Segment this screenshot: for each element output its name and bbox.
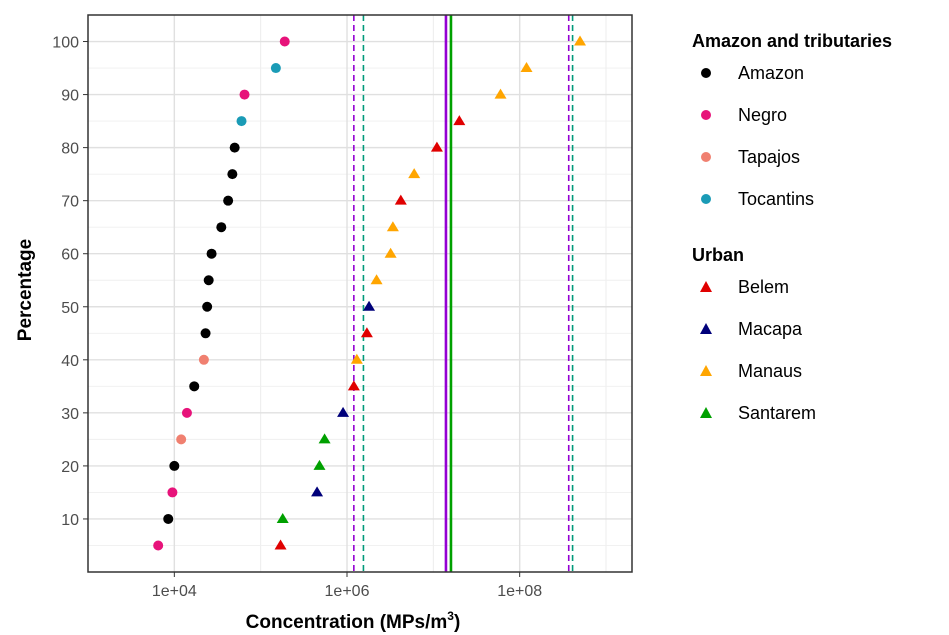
circle-marker-icon (701, 194, 711, 204)
point-negro (167, 487, 177, 497)
triangle-marker-icon (700, 407, 712, 418)
triangle-point-santarem (313, 460, 325, 470)
legend-key-tapajos (692, 147, 722, 167)
triangle-point-manaus (574, 36, 586, 46)
point-amazon (216, 222, 226, 232)
y-tick-label: 60 (61, 247, 79, 264)
x-axis-title-main: Concentration (MPs/m (246, 612, 448, 633)
triangle-point-macapa (311, 486, 323, 496)
legend-key-tocantins (692, 189, 722, 209)
legend-label-manaus: Manaus (738, 361, 802, 382)
triangle-marker-icon (700, 365, 712, 376)
point-amazon (163, 514, 173, 524)
point-amazon (201, 328, 211, 338)
y-tick-label: 90 (61, 88, 79, 105)
triangle-point-belem (453, 115, 465, 125)
y-tick-label: 20 (61, 459, 79, 476)
triangle-point-manaus (408, 168, 420, 178)
triangle-point-santarem (319, 433, 331, 443)
legend-label-tapajos: Tapajos (738, 147, 800, 168)
x-axis-title-end: ) (454, 612, 460, 633)
triangle-point-santarem (277, 513, 289, 523)
legend-item-negro: Negro (692, 94, 947, 136)
x-tick-label: 1e+08 (497, 583, 542, 600)
triangle-marker-icon (700, 281, 712, 292)
point-amazon (230, 143, 240, 153)
y-tick-label: 80 (61, 141, 79, 158)
legend-group-urban: Urban Belem Macapa Manaus Santarem (692, 244, 947, 434)
legend-label-tocantins: Tocantins (738, 189, 814, 210)
point-tapajos (199, 355, 209, 365)
y-axis-title: Percentage (15, 239, 36, 341)
x-tick-label: 1e+04 (152, 583, 197, 600)
legend-label-macapa: Macapa (738, 319, 802, 340)
triangle-point-manaus (371, 274, 383, 284)
point-negro (240, 90, 250, 100)
triangle-marker-icon (700, 323, 712, 334)
point-negro (153, 540, 163, 550)
legend-item-tocantins: Tocantins (692, 178, 947, 220)
point-amazon (202, 302, 212, 312)
legend-key-amazon (692, 63, 722, 83)
legend-spacer (692, 220, 947, 244)
legend-label-amazon: Amazon (738, 63, 804, 84)
y-tick-label: 10 (61, 512, 79, 529)
point-tocantins (237, 116, 247, 126)
y-tick-label: 30 (61, 406, 79, 423)
legend-item-tapajos: Tapajos (692, 136, 947, 178)
circle-marker-icon (701, 152, 711, 162)
triangle-point-belem (395, 195, 407, 205)
point-amazon (189, 381, 199, 391)
circle-marker-icon (701, 110, 711, 120)
data-points (153, 36, 586, 551)
triangle-point-macapa (363, 301, 375, 311)
legend-group-amazon: Amazon and tributaries Amazon Negro Tapa… (692, 30, 947, 220)
point-negro (182, 408, 192, 418)
reference-lines (354, 15, 573, 572)
point-amazon (223, 196, 233, 206)
triangle-point-belem (431, 142, 443, 152)
y-tick-label: 70 (61, 194, 79, 211)
x-tick-label: 1e+06 (325, 583, 370, 600)
y-axis-ticks: 10 20 30 40 50 60 70 80 90 100 (52, 35, 88, 529)
legend-title-urban: Urban (692, 244, 947, 266)
triangle-point-manaus (351, 354, 363, 364)
legend-label-belem: Belem (738, 277, 789, 298)
legend-key-macapa (692, 319, 722, 339)
y-tick-label: 40 (61, 353, 79, 370)
triangle-point-manaus (495, 89, 507, 99)
legend-item-macapa: Macapa (692, 308, 947, 350)
triangle-point-manaus (521, 62, 533, 72)
triangle-point-manaus (387, 221, 399, 231)
point-negro (280, 37, 290, 47)
x-axis-title: Concentration (MPs/m3) (246, 609, 461, 633)
triangle-point-belem (348, 380, 360, 390)
triangle-point-belem (275, 539, 287, 549)
legend-item-belem: Belem (692, 266, 947, 308)
legend-label-santarem: Santarem (738, 403, 816, 424)
legend-key-santarem (692, 403, 722, 423)
legend-title-amazon-tributaries: Amazon and tributaries (692, 30, 947, 52)
y-tick-label: 100 (52, 35, 79, 52)
point-tocantins (271, 63, 281, 73)
x-axis-ticks: 1e+04 1e+06 1e+08 (152, 572, 542, 600)
legend-label-negro: Negro (738, 105, 787, 126)
point-amazon (204, 275, 214, 285)
y-tick-label: 50 (61, 300, 79, 317)
circle-marker-icon (701, 68, 711, 78)
point-amazon (227, 169, 237, 179)
legend-key-negro (692, 105, 722, 125)
point-tapajos (176, 434, 186, 444)
point-amazon (207, 249, 217, 259)
triangle-point-manaus (385, 248, 397, 258)
legend: Amazon and tributaries Amazon Negro Tapa… (692, 30, 947, 434)
legend-item-santarem: Santarem (692, 392, 947, 434)
legend-item-manaus: Manaus (692, 350, 947, 392)
legend-key-manaus (692, 361, 722, 381)
legend-key-belem (692, 277, 722, 297)
legend-item-amazon: Amazon (692, 52, 947, 94)
point-amazon (169, 461, 179, 471)
